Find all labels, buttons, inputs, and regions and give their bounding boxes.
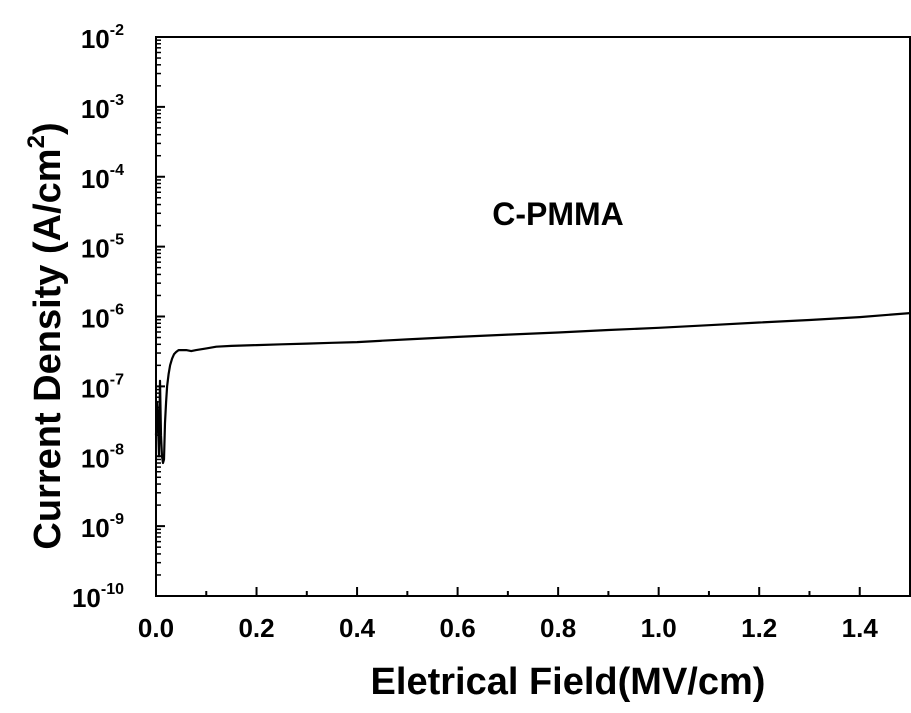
y-tick-label: 10-3 bbox=[81, 92, 124, 124]
x-tick-label: 0.8 bbox=[540, 613, 576, 643]
y-axis-title-sup: 2 bbox=[23, 135, 50, 148]
series-annotation: C-PMMA bbox=[492, 196, 624, 232]
y-axis-title-close: ) bbox=[27, 122, 69, 135]
axis-ticks bbox=[155, 36, 911, 597]
y-tick-label: 10-7 bbox=[81, 371, 124, 403]
y-tick-label: 10-2 bbox=[81, 22, 124, 54]
x-tick-label: 1.4 bbox=[842, 613, 879, 643]
x-tick-label: 0.4 bbox=[339, 613, 376, 643]
y-axis-title: Current Density (A/cm2) bbox=[23, 122, 69, 549]
y-tick-label: 10-4 bbox=[81, 162, 124, 194]
y-tick-labels: 10-10 10-9 10-8 10-7 10-6 10-5 10-4 10-3 10-2 bbox=[72, 22, 124, 613]
y-tick-label: 10-8 bbox=[81, 441, 124, 473]
x-tick-label: 0.2 bbox=[238, 613, 274, 643]
x-tick-label: 0.6 bbox=[440, 613, 476, 643]
series-line bbox=[154, 312, 911, 465]
x-axis-title: Eletrical Field(MV/cm) bbox=[371, 661, 766, 703]
y-tick-label: 10-10 bbox=[72, 581, 124, 613]
y-axis-title-main: Current Density (A/cm bbox=[27, 148, 69, 549]
x-tick-label: 0.0 bbox=[138, 613, 174, 643]
x-tick-label: 1.2 bbox=[741, 613, 777, 643]
x-tick-label: 1.0 bbox=[641, 613, 677, 643]
y-tick-label: 10-6 bbox=[81, 302, 124, 334]
plot-frame bbox=[155, 36, 911, 597]
plot-area bbox=[154, 312, 911, 465]
y-tick-label: 10-9 bbox=[81, 511, 124, 543]
x-tick-labels: 0.0 0.2 0.4 0.6 0.8 1.0 1.2 1.4 bbox=[138, 613, 878, 643]
y-tick-label: 10-5 bbox=[81, 232, 124, 264]
